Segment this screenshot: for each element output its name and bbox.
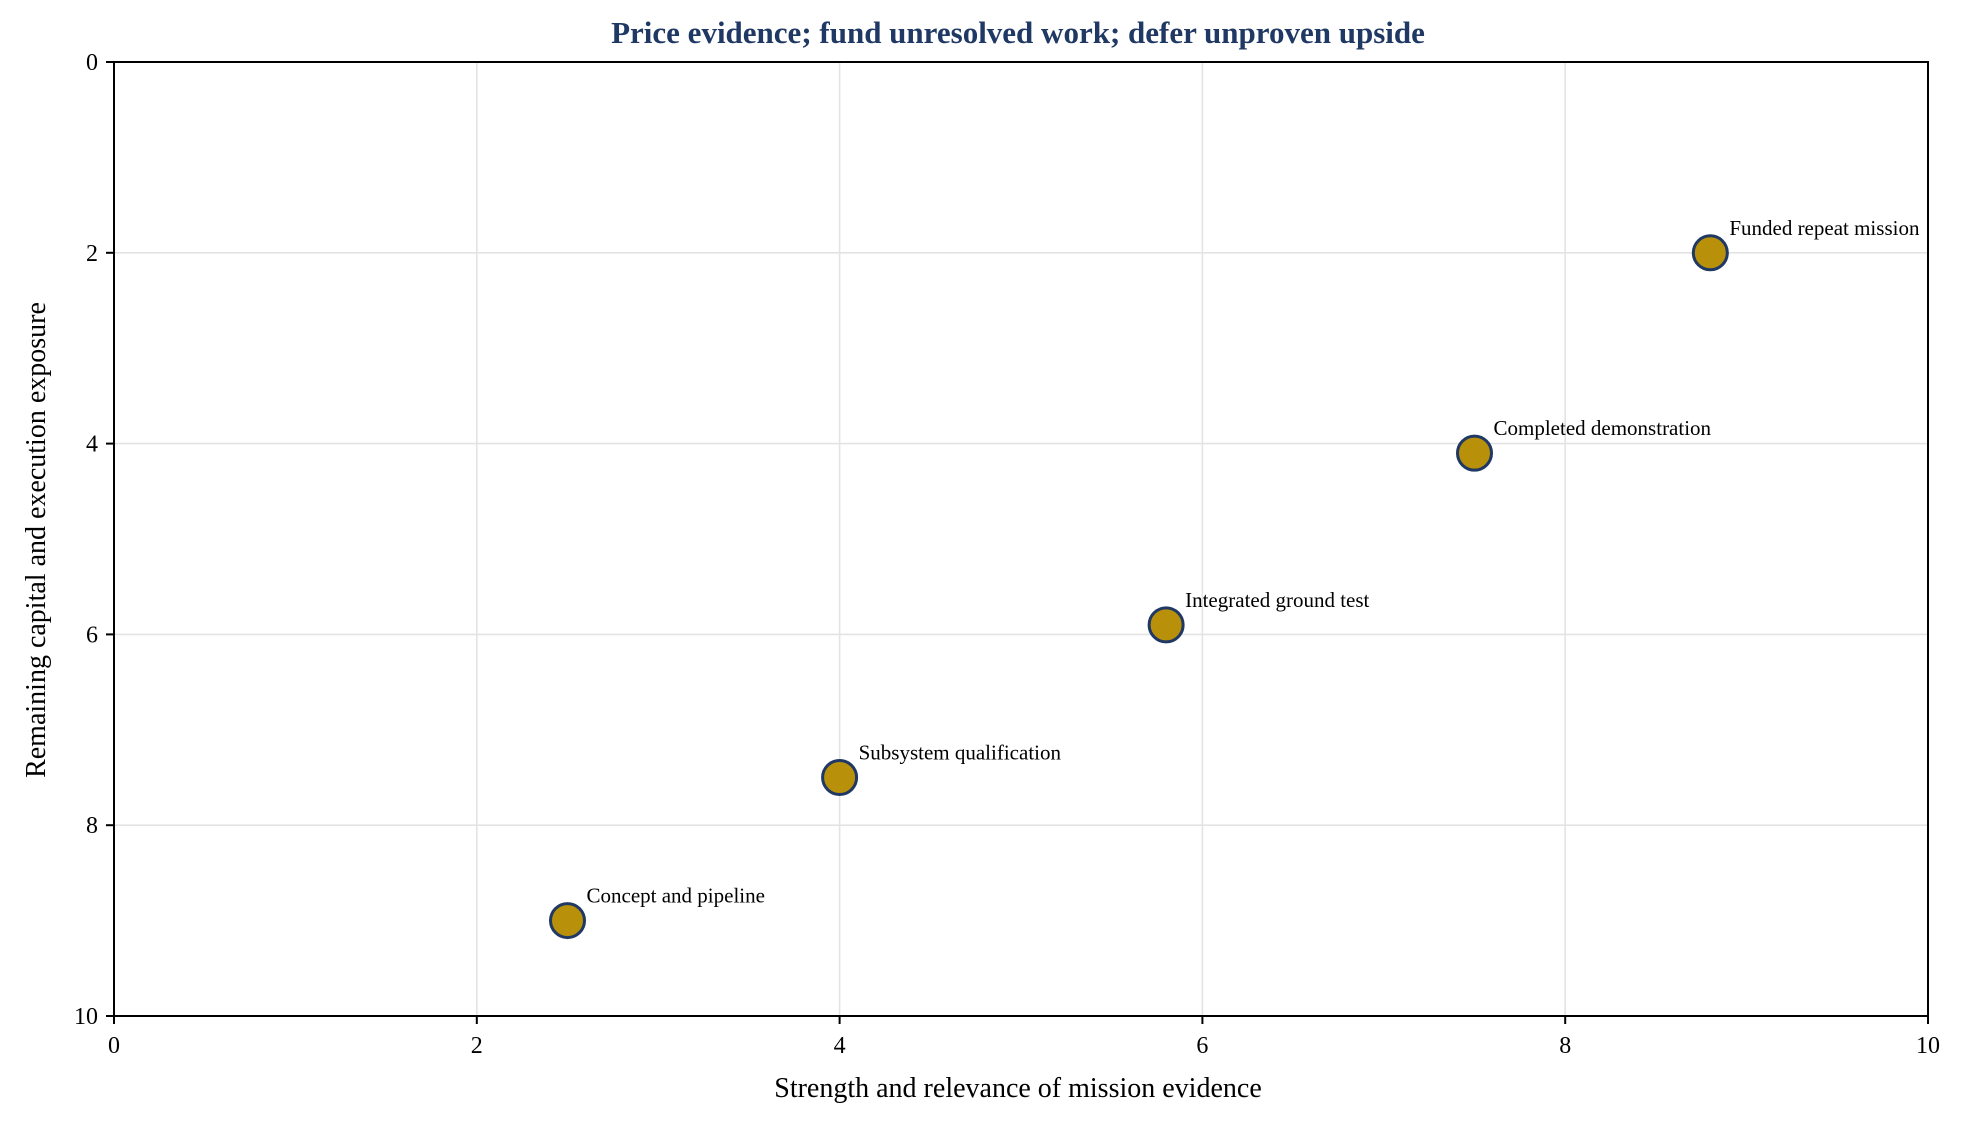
y-axis-label: Remaining capital and execution exposure xyxy=(21,302,52,778)
x-axis-label: Strength and relevance of mission eviden… xyxy=(774,1073,1262,1104)
x-tick-label: 8 xyxy=(1559,1033,1571,1059)
data-point xyxy=(1456,434,1493,472)
y-tick-label: 2 xyxy=(86,241,98,267)
data-point xyxy=(1147,606,1185,644)
chart-title: Price evidence; fund unresolved work; de… xyxy=(611,15,1425,50)
data-point-label: Completed demonstration xyxy=(1494,416,1712,440)
x-tick-label: 4 xyxy=(834,1033,846,1059)
data-point-label: Integrated ground test xyxy=(1185,588,1369,612)
y-axis-ticks: 0 2 4 6 8 10 xyxy=(74,50,114,1030)
data-point xyxy=(821,759,859,796)
plot-frame xyxy=(113,61,1929,1017)
data-point-label: Concept and pipeline xyxy=(587,884,765,908)
data-point-label: Funded repeat mission xyxy=(1729,216,1920,240)
x-tick-label: 10 xyxy=(1916,1033,1940,1059)
data-point xyxy=(1691,234,1729,272)
x-tick-label: 2 xyxy=(471,1033,483,1059)
data-point-label: Subsystem qualification xyxy=(859,741,1062,765)
x-tick-label: 6 xyxy=(1196,1033,1208,1059)
y-tick-label: 10 xyxy=(74,1004,98,1030)
x-tick-label: 0 xyxy=(108,1033,120,1059)
data-point xyxy=(549,902,586,940)
y-tick-label: 4 xyxy=(86,432,98,458)
x-axis-ticks: 0 2 4 6 8 10 xyxy=(108,1016,1940,1059)
y-tick-label: 6 xyxy=(86,622,98,648)
y-tick-label: 0 xyxy=(86,50,98,76)
y-tick-label: 8 xyxy=(86,813,98,839)
data-points: Concept and pipeline Subsystem qualificat… xyxy=(549,216,1920,940)
